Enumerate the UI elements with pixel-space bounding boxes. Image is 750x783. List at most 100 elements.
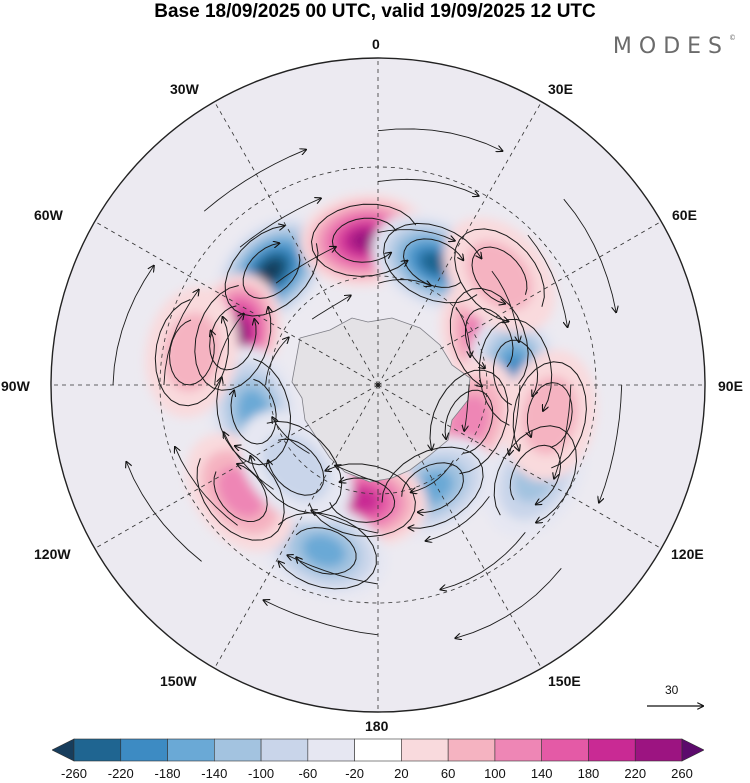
streamline <box>250 420 343 514</box>
streamline <box>402 238 464 288</box>
anomaly-cell-high-45e-55e <box>443 217 556 334</box>
meridian-line <box>214 101 379 386</box>
colorbar-extend-high <box>681 738 704 762</box>
streamline <box>268 438 325 496</box>
map-border <box>50 57 706 713</box>
copyright-mark: © <box>729 34 736 42</box>
streamline <box>224 432 274 490</box>
streamline <box>509 384 521 455</box>
anomaly-contour <box>163 312 220 392</box>
streamline <box>209 305 256 371</box>
meridian-line <box>214 384 379 669</box>
colorbar-swatch <box>401 738 449 762</box>
anomaly-contour <box>420 251 450 275</box>
colorbar-tick-label: -20 <box>345 766 365 781</box>
lon-label-90w: 90W <box>1 378 30 394</box>
meridian-line <box>377 384 662 549</box>
lon-label-90e: 90E <box>718 378 743 394</box>
colorbar-swatch <box>541 738 589 762</box>
latitude-circle <box>268 275 488 495</box>
colorbar-swatch <box>447 738 496 762</box>
colorbar-swatch <box>307 738 355 762</box>
colorbar-tick-label: -180 <box>154 766 181 781</box>
lon-label-120e: 120E <box>671 546 704 562</box>
streamline <box>512 361 587 469</box>
streamline <box>112 266 154 386</box>
colorbar-tick-label: 60 <box>440 766 456 781</box>
streamline <box>175 447 238 526</box>
streamline <box>264 600 379 636</box>
colorbar-tick-label: 20 <box>394 766 409 781</box>
reference-vector-label: 30 <box>665 683 679 697</box>
streamline <box>527 382 573 448</box>
streamline <box>465 307 514 369</box>
colorbar-tick-label: -100 <box>248 766 275 781</box>
streamline <box>272 417 310 454</box>
meridian-line <box>377 384 542 669</box>
streamline <box>213 464 268 523</box>
streamline <box>426 496 490 541</box>
colorbar-tick-label: 140 <box>530 766 553 781</box>
colorbar-tick-label: -60 <box>298 766 318 781</box>
colorbar <box>52 738 704 762</box>
streamline <box>311 510 379 534</box>
streamline <box>296 527 357 575</box>
streamline <box>401 462 464 513</box>
colorbar-tick-label: 100 <box>484 766 506 781</box>
streamline <box>239 198 321 248</box>
streamline <box>163 290 199 386</box>
streamline <box>377 178 479 196</box>
colorbar-swatch <box>354 738 402 762</box>
streamline <box>308 463 416 538</box>
streamline <box>509 444 562 504</box>
colorbar-swatch <box>494 738 542 762</box>
colorbar-swatch <box>634 738 683 762</box>
modes-logo: MODES© <box>613 34 736 59</box>
colorbar-swatch <box>73 738 122 762</box>
streamline <box>331 217 397 263</box>
streamlines <box>112 128 623 638</box>
streamline <box>491 270 519 342</box>
lon-label-150w: 150W <box>160 673 197 689</box>
brand-name: MODES <box>612 34 729 59</box>
streamline <box>265 338 289 386</box>
colorbar-swatch <box>260 738 309 762</box>
lon-label-180: 180 <box>365 718 389 734</box>
lon-label-30w: 30W <box>170 81 199 97</box>
lon-label-150e: 150E <box>548 673 581 689</box>
colorbar-tick-label: -140 <box>201 766 228 781</box>
lon-label-120w: 120W <box>34 546 71 562</box>
streamline <box>242 243 301 299</box>
lon-label-0: 0 <box>372 36 380 52</box>
streamline <box>527 234 568 327</box>
streamline <box>455 306 470 357</box>
colorbar-tick-label: 180 <box>577 766 600 781</box>
streamline <box>335 466 379 483</box>
colorbar-swatch <box>214 738 262 762</box>
streamline <box>203 150 306 212</box>
lon-label-30e: 30E <box>548 81 573 97</box>
streamline <box>310 203 417 277</box>
anomaly-contour <box>302 534 346 567</box>
streamline <box>154 299 230 407</box>
anomaly-contour <box>259 259 283 282</box>
colorbar-tick-label: -220 <box>107 766 134 781</box>
streamline <box>231 378 277 445</box>
colorbar-tick-label: 260 <box>671 766 693 781</box>
lon-label-60w: 60W <box>34 207 63 223</box>
streamline <box>329 478 396 523</box>
pole-marker <box>376 383 380 387</box>
streamline <box>214 314 244 386</box>
streamline <box>430 369 509 475</box>
colorbar-tick-label: -260 <box>60 766 88 781</box>
streamline <box>377 229 455 241</box>
streamline <box>471 246 528 304</box>
streamline <box>411 460 454 492</box>
lon-label-60e: 60E <box>672 207 697 223</box>
streamline <box>287 555 379 585</box>
streamline <box>377 128 502 151</box>
streamline <box>599 384 623 503</box>
streamline <box>493 425 578 523</box>
streamline <box>126 462 202 562</box>
streamline <box>275 247 336 284</box>
